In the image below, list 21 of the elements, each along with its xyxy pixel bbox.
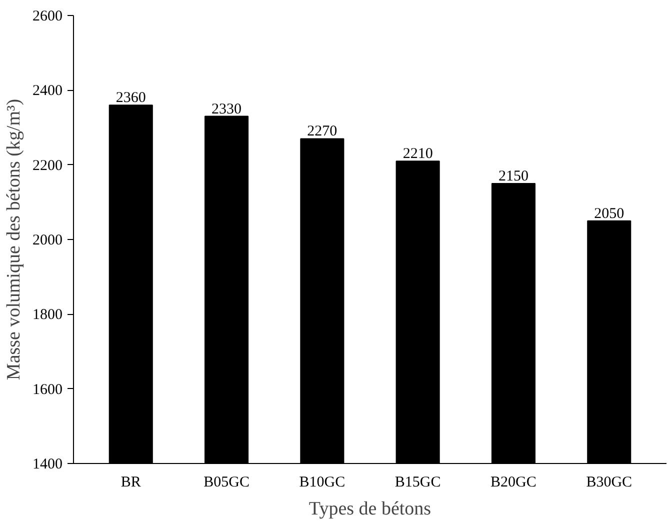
x-axis-title: Types de bétons bbox=[308, 498, 432, 520]
y-tick-label: 2400 bbox=[32, 83, 62, 100]
y-axis-title: Masse volumique des bétons (kg/m³) bbox=[4, 98, 24, 380]
x-tick-label: BR bbox=[120, 474, 141, 490]
y-tick-label: 2200 bbox=[32, 158, 62, 174]
y-tick-label: 2000 bbox=[32, 232, 62, 248]
data-label: 2150 bbox=[498, 168, 528, 184]
x-tick-label: B30GC bbox=[586, 474, 632, 490]
y-tick-label: 1600 bbox=[32, 382, 62, 398]
data-label: 2270 bbox=[307, 124, 338, 140]
y-tick-label: 2600 bbox=[32, 8, 62, 24]
data-label: 2330 bbox=[212, 101, 242, 118]
x-tick-label: B15GC bbox=[394, 474, 441, 490]
y-tick-label: 1400 bbox=[32, 456, 62, 472]
data-label: 2210 bbox=[402, 146, 433, 162]
x-tick-label: B20GC bbox=[490, 474, 536, 490]
data-label: 2050 bbox=[594, 206, 624, 222]
x-tick-label: B05GC bbox=[204, 474, 250, 490]
x-tick-label: B10GC bbox=[299, 474, 346, 490]
y-tick-label: 1800 bbox=[32, 307, 62, 324]
data-label: 2360 bbox=[116, 90, 146, 106]
